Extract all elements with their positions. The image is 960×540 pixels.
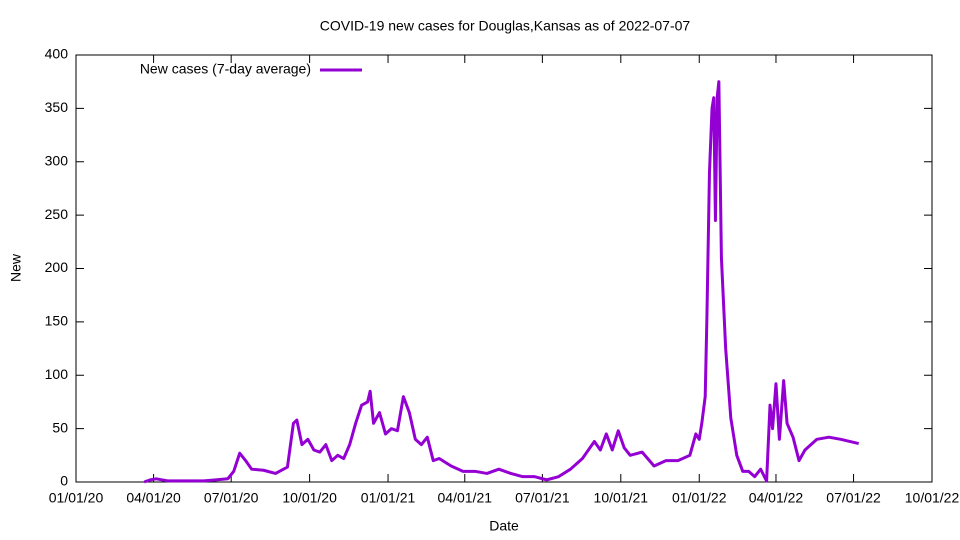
y-tick-label: 0	[60, 473, 68, 489]
x-tick-label: 04/01/20	[126, 490, 181, 506]
x-tick-label: 07/01/22	[826, 490, 881, 506]
x-tick-label: 10/01/21	[594, 490, 649, 506]
x-tick-label: 10/01/22	[905, 490, 960, 506]
plot-frame	[75, 54, 933, 483]
x-tick-label: 07/01/21	[515, 490, 570, 506]
y-tick-label: 100	[45, 366, 69, 382]
y-tick-label: 200	[45, 259, 69, 275]
data-line	[143, 80, 860, 484]
x-tick-label: 01/01/20	[49, 490, 104, 506]
chart-title: COVID-19 new cases for Douglas,Kansas as…	[320, 18, 691, 34]
x-tick-label: 01/01/21	[361, 490, 416, 506]
y-axis-label: New	[8, 253, 24, 282]
y-tick-label: 350	[45, 99, 69, 115]
x-axis-label: Date	[489, 518, 519, 534]
x-tick-label: 10/01/20	[282, 490, 337, 506]
x-tick-label: 04/01/21	[438, 490, 493, 506]
y-tick-label: 300	[45, 152, 69, 168]
x-tick-label: 07/01/20	[204, 490, 259, 506]
x-tick-label: 04/01/22	[749, 490, 804, 506]
y-tick-label: 400	[45, 46, 69, 62]
y-tick-label: 150	[45, 313, 69, 329]
y-tick-label: 250	[45, 206, 69, 222]
legend-label: New cases (7-day average)	[140, 61, 311, 77]
y-tick-label: 50	[52, 419, 68, 435]
x-tick-label: 01/01/22	[672, 490, 727, 506]
